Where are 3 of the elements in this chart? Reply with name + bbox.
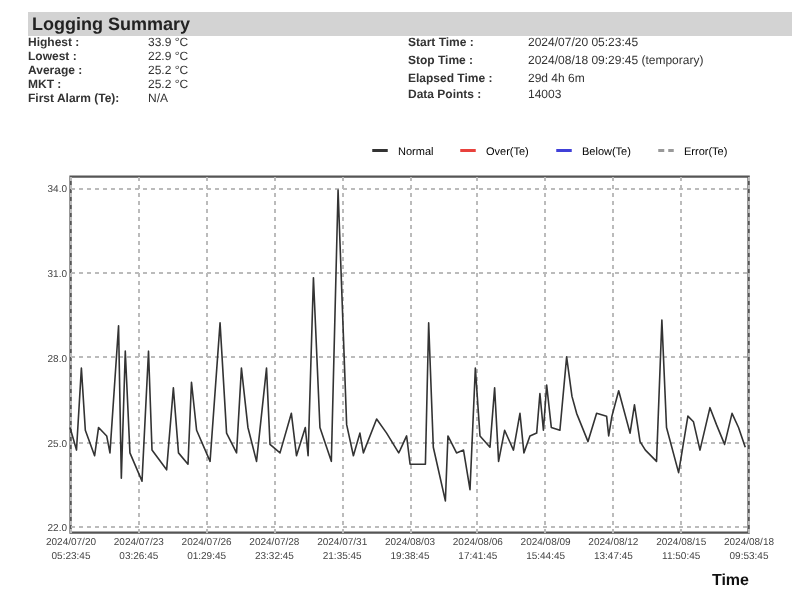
chart-title: Logging Summary: [28, 12, 792, 36]
x-axis-title: Time: [711, 571, 751, 589]
line-series: [69, 189, 747, 502]
